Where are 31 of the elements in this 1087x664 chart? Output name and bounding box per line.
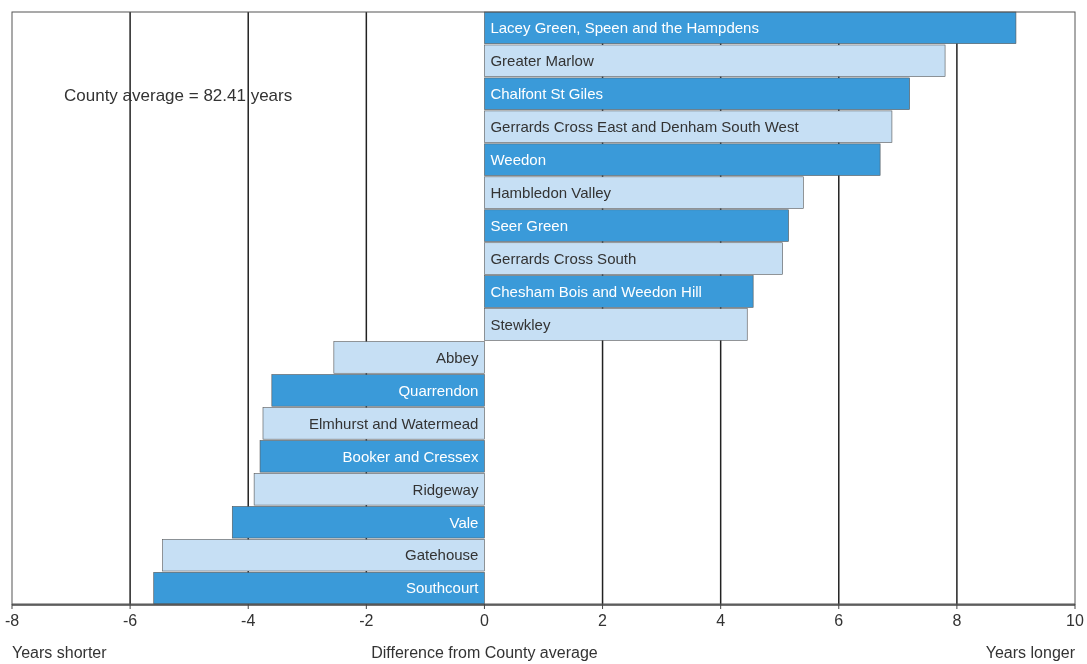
y-tick-label: Seer Green xyxy=(490,216,568,234)
y-tick-label: Chalfont St Giles xyxy=(490,85,604,102)
y-tick-label: Booker and Cressex xyxy=(342,447,479,465)
y-tick-label: Gerrards Cross South xyxy=(490,249,637,267)
y-tick-label: Stewkley xyxy=(490,315,551,333)
y-tick-label: Ridgeway xyxy=(412,480,479,498)
text: Years longer xyxy=(985,644,1076,661)
x-tick-label: 6 xyxy=(834,612,844,629)
y-tick-label: Abbey xyxy=(435,348,479,366)
x-tick-label: 8 xyxy=(952,612,962,629)
y-tick-label: Hambledon Valley xyxy=(490,183,612,201)
y-tick-label: Greater Marlow xyxy=(490,52,594,70)
y-tick-label: Chesham Bois and Weedon Hill xyxy=(490,282,702,300)
y-tick-label: Vale xyxy=(449,513,479,531)
x-tick-label: -6 xyxy=(122,612,138,629)
y-tick-label: Quarrendon xyxy=(398,381,479,399)
y-tick-label: Gerrards Cross East and Denham South West xyxy=(490,117,800,135)
y-tick-label: Southcourt xyxy=(405,579,480,597)
x-tick-label: 10 xyxy=(1066,612,1084,629)
y-tick-label: Weedon xyxy=(490,150,547,168)
x-tick-label: 0 xyxy=(479,612,489,629)
x-tick-label: -2 xyxy=(359,612,374,629)
x-tick-label: -8 xyxy=(4,612,20,629)
x-axis-title: Difference from County average xyxy=(371,644,598,661)
x-tick-label: 4 xyxy=(716,612,726,629)
text: Years shorter xyxy=(12,644,108,661)
y-tick-label: Gatehouse xyxy=(405,546,479,564)
y-tick-label: Elmhurst and Watermead xyxy=(308,414,479,432)
y-tick-label: Lacey Green, Speen and the Hampdens xyxy=(490,19,759,37)
x-tick-label: 2 xyxy=(598,612,608,629)
x-tick-label: -4 xyxy=(241,612,256,629)
